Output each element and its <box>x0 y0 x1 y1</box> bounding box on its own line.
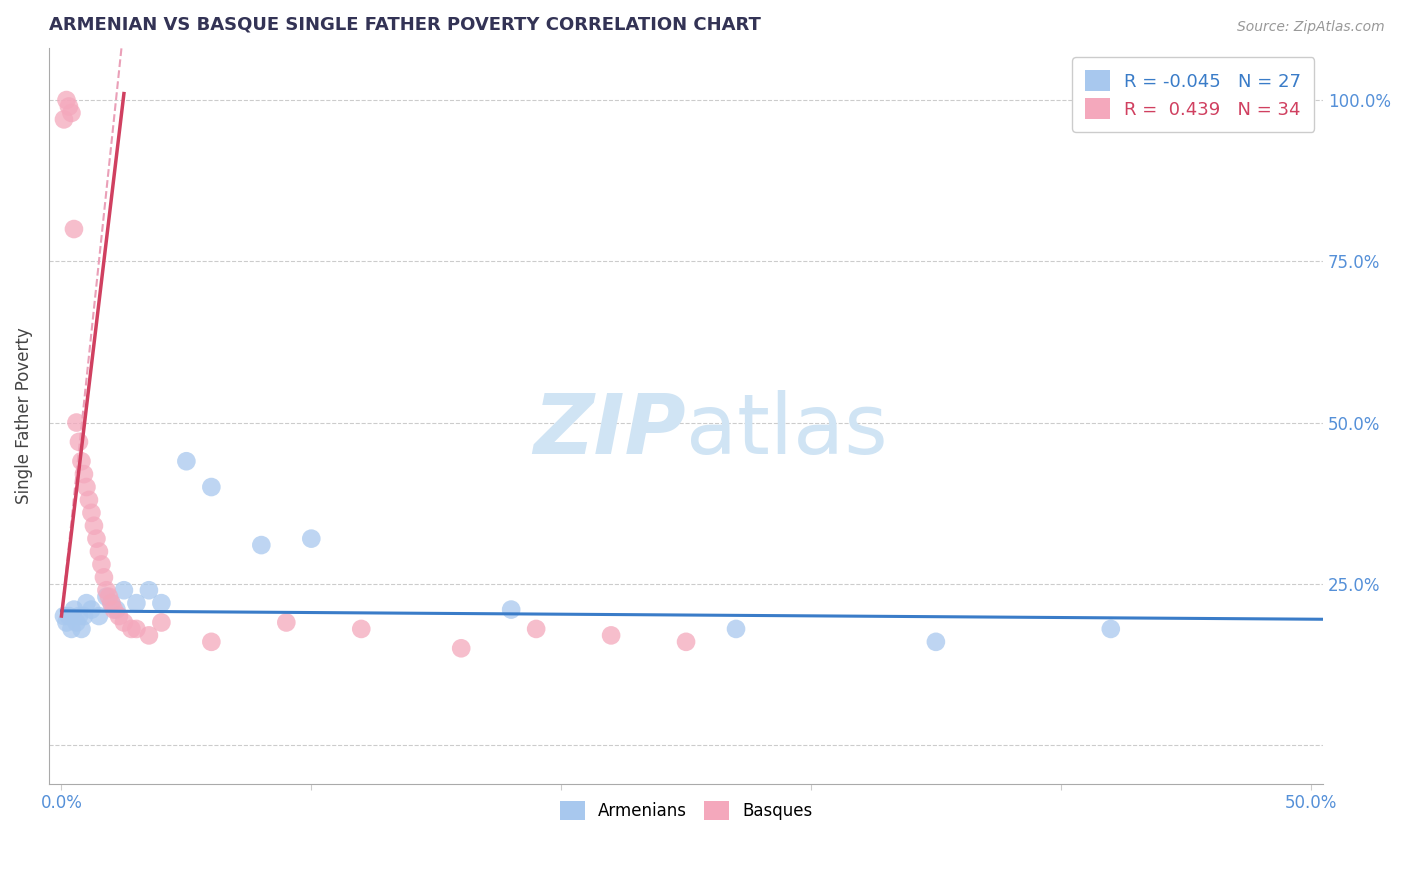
Point <box>176 454 198 468</box>
Point <box>96 590 118 604</box>
Point <box>55 615 77 630</box>
Point <box>83 518 105 533</box>
Point <box>58 99 80 113</box>
Point <box>63 222 86 236</box>
Point <box>52 609 75 624</box>
Point <box>73 467 96 482</box>
Point <box>150 615 173 630</box>
Point <box>925 635 948 649</box>
Text: ARMENIAN VS BASQUE SINGLE FATHER POVERTY CORRELATION CHART: ARMENIAN VS BASQUE SINGLE FATHER POVERTY… <box>49 15 761 33</box>
Point <box>125 596 148 610</box>
Point <box>276 615 298 630</box>
Point <box>67 609 90 624</box>
Point <box>96 583 118 598</box>
Point <box>675 635 697 649</box>
Point <box>125 622 148 636</box>
Legend: Armenians, Basques: Armenians, Basques <box>553 794 820 827</box>
Point <box>65 615 87 630</box>
Point <box>87 609 110 624</box>
Point <box>108 609 131 624</box>
Point <box>524 622 547 636</box>
Text: Source: ZipAtlas.com: Source: ZipAtlas.com <box>1237 20 1385 34</box>
Point <box>60 622 83 636</box>
Point <box>52 112 75 127</box>
Point <box>138 628 160 642</box>
Point <box>138 583 160 598</box>
Point <box>60 106 83 120</box>
Point <box>103 602 125 616</box>
Point <box>70 454 93 468</box>
Point <box>90 558 112 572</box>
Point <box>58 609 80 624</box>
Point <box>97 590 120 604</box>
Point <box>112 583 135 598</box>
Point <box>200 635 222 649</box>
Point <box>55 93 77 107</box>
Point <box>1099 622 1122 636</box>
Point <box>501 602 523 616</box>
Point <box>63 602 86 616</box>
Point <box>77 492 100 507</box>
Point <box>600 628 623 642</box>
Point <box>75 596 97 610</box>
Point <box>250 538 273 552</box>
Point <box>350 622 373 636</box>
Point <box>75 480 97 494</box>
Point <box>120 622 142 636</box>
Point <box>105 602 128 616</box>
Point <box>112 615 135 630</box>
Point <box>80 506 103 520</box>
Point <box>724 622 747 636</box>
Point <box>150 596 173 610</box>
Point <box>200 480 222 494</box>
Point <box>80 602 103 616</box>
Text: atlas: atlas <box>686 391 887 471</box>
Point <box>87 544 110 558</box>
Point <box>299 532 322 546</box>
Y-axis label: Single Father Poverty: Single Father Poverty <box>15 327 32 505</box>
Point <box>86 532 108 546</box>
Point <box>100 596 122 610</box>
Point <box>67 434 90 449</box>
Point <box>100 596 122 610</box>
Point <box>70 622 93 636</box>
Point <box>65 416 87 430</box>
Point <box>93 570 115 584</box>
Point <box>73 609 96 624</box>
Point <box>450 641 472 656</box>
Text: ZIP: ZIP <box>533 391 686 471</box>
